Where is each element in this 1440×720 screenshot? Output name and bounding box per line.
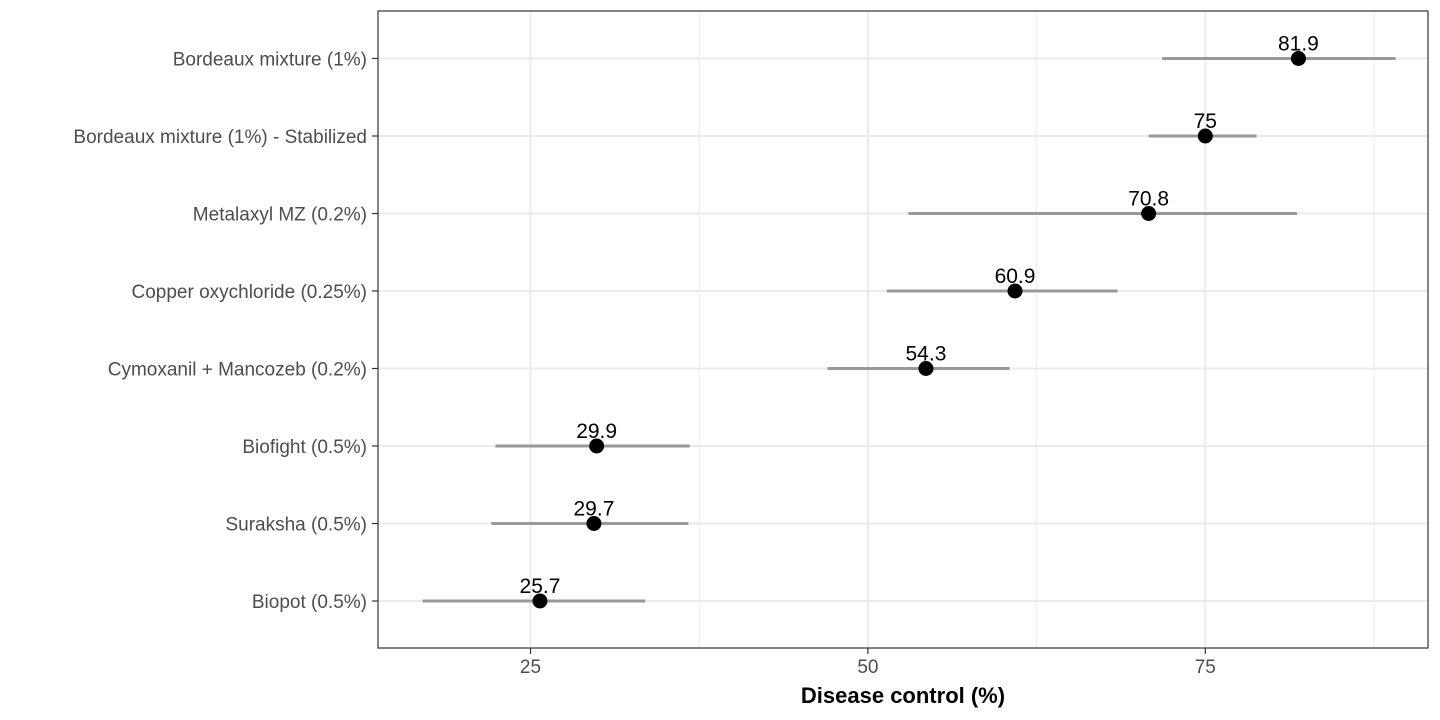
plot-panel <box>378 11 1428 648</box>
x-axis-ticks <box>529 648 1206 654</box>
x-tick-label-25: 25 <box>520 657 541 678</box>
data-point-4 <box>918 361 934 376</box>
category-label-5: Biofight (0.5%) <box>242 437 367 458</box>
plot-panel-border <box>377 10 1429 649</box>
data-value-labels: 81.9 75 70.8 60.9 54.3 29.9 29.7 25.7 <box>520 33 1319 599</box>
data-point-1 <box>1197 128 1213 144</box>
x-axis-tick-labels: 25 50 75 <box>520 657 1216 678</box>
x-axis-title: Disease control (%) <box>801 683 1005 708</box>
value-label-1: 75 <box>1194 110 1217 133</box>
value-label-2: 70.8 <box>1128 188 1169 211</box>
category-label-3: Copper oxychloride (0.25%) <box>131 282 367 303</box>
value-label-7: 25.7 <box>520 575 561 598</box>
minor-gridlines <box>698 11 1375 648</box>
category-label-4: Cymoxanil + Mancozeb (0.2%) <box>108 360 367 381</box>
data-point-2 <box>1141 206 1157 221</box>
data-point-7 <box>532 593 548 609</box>
data-point-5 <box>589 438 605 454</box>
data-point-6 <box>586 516 602 531</box>
x-tick-label-75: 75 <box>1195 657 1216 678</box>
value-label-4: 54.3 <box>906 343 947 366</box>
value-label-3: 60.9 <box>995 265 1036 288</box>
data-point-3 <box>1007 283 1023 299</box>
data-points <box>532 51 1306 609</box>
value-label-6: 29.7 <box>574 498 615 521</box>
value-label-5: 29.9 <box>576 420 617 443</box>
category-label-6: Suraksha (0.5%) <box>225 515 367 536</box>
category-label-7: Biopot (0.5%) <box>252 592 367 613</box>
value-label-0: 81.9 <box>1278 33 1319 56</box>
major-gridlines-x <box>529 11 1207 648</box>
x-tick-label-50: 50 <box>857 657 878 678</box>
y-axis-category-labels: Bordeaux mixture (1%) Bordeaux mixture (1… <box>73 50 367 614</box>
category-label-0: Bordeaux mixture (1%) <box>173 50 367 71</box>
category-label-1: Bordeaux mixture (1%) - Stabilized <box>73 127 367 148</box>
category-label-2: Metalaxyl MZ (0.2%) <box>193 205 367 226</box>
y-axis-ticks <box>372 57 378 602</box>
data-point-0 <box>1290 51 1306 66</box>
